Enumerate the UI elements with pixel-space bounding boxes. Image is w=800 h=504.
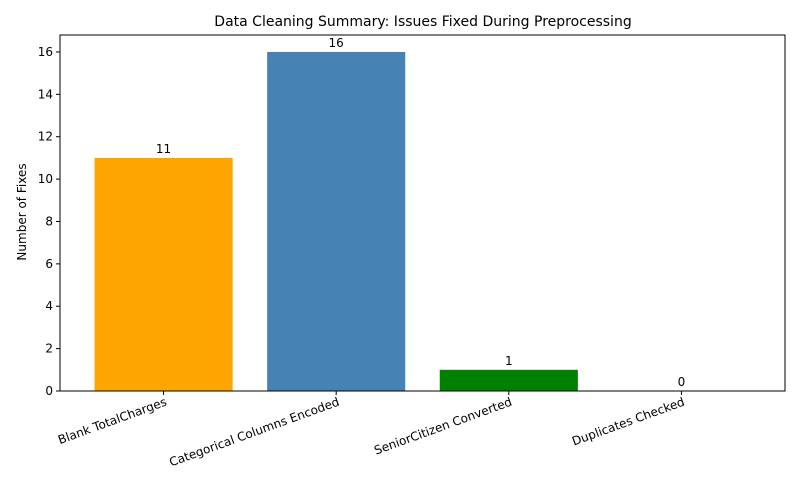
y-tick-label: 14 bbox=[38, 87, 53, 101]
x-tick-label: Blank TotalCharges bbox=[56, 395, 169, 447]
y-axis-label: Number of Fixes bbox=[15, 163, 29, 260]
bar-1 bbox=[94, 157, 233, 391]
data-label: 1 bbox=[505, 354, 513, 368]
data-label: 0 bbox=[678, 375, 686, 389]
y-tick-label: 6 bbox=[45, 257, 53, 271]
y-tick-label: 10 bbox=[38, 172, 53, 186]
x-tick-label: Categorical Columns Encoded bbox=[167, 395, 341, 470]
data-label: 11 bbox=[156, 142, 171, 156]
y-tick-label: 4 bbox=[45, 299, 53, 313]
x-tick-label: Duplicates Checked bbox=[570, 395, 686, 449]
data-label: 16 bbox=[329, 36, 344, 50]
y-tick-label: 12 bbox=[38, 130, 53, 144]
chart-title: Data Cleaning Summary: Issues Fixed Duri… bbox=[214, 14, 631, 30]
x-tick-label: SeniorCitizen Converted bbox=[372, 395, 514, 458]
y-tick-label: 2 bbox=[45, 342, 53, 356]
y-tick-label: 0 bbox=[45, 384, 53, 398]
y-tick-label: 8 bbox=[45, 214, 53, 228]
y-tick-label: 16 bbox=[38, 45, 53, 59]
bar-2 bbox=[267, 51, 406, 391]
axes-frame bbox=[59, 34, 786, 392]
bar-3 bbox=[439, 369, 578, 391]
